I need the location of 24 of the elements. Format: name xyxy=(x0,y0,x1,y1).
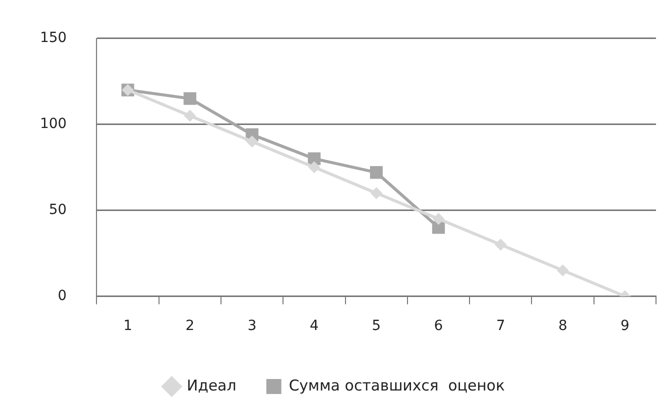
point xyxy=(370,166,383,179)
x-tick-label: 4 xyxy=(310,318,319,334)
legend-label: Сумма оставшихся оценок xyxy=(288,376,505,394)
y-tick-label: 150 xyxy=(40,30,67,46)
point xyxy=(556,264,569,276)
point xyxy=(246,136,258,148)
x-tick-label: 9 xyxy=(620,318,630,334)
point xyxy=(184,110,196,122)
x-tick-label: 6 xyxy=(434,318,444,334)
y-tick-label: 50 xyxy=(48,202,67,218)
y-tick-label: 100 xyxy=(40,116,67,132)
point xyxy=(308,161,320,174)
x-tick-label: 3 xyxy=(248,318,257,334)
x-tick-label: 1 xyxy=(123,318,132,334)
x-tick-label: 8 xyxy=(558,318,568,334)
point xyxy=(432,212,445,225)
x-tick-label: 7 xyxy=(496,318,506,334)
point xyxy=(370,187,382,200)
x-tick-label: 5 xyxy=(372,318,381,334)
point xyxy=(494,238,507,251)
point xyxy=(184,92,196,105)
legend-label: Идеал xyxy=(186,376,236,394)
y-tick-label: 0 xyxy=(58,288,67,304)
x-tick-label: 2 xyxy=(185,318,194,334)
